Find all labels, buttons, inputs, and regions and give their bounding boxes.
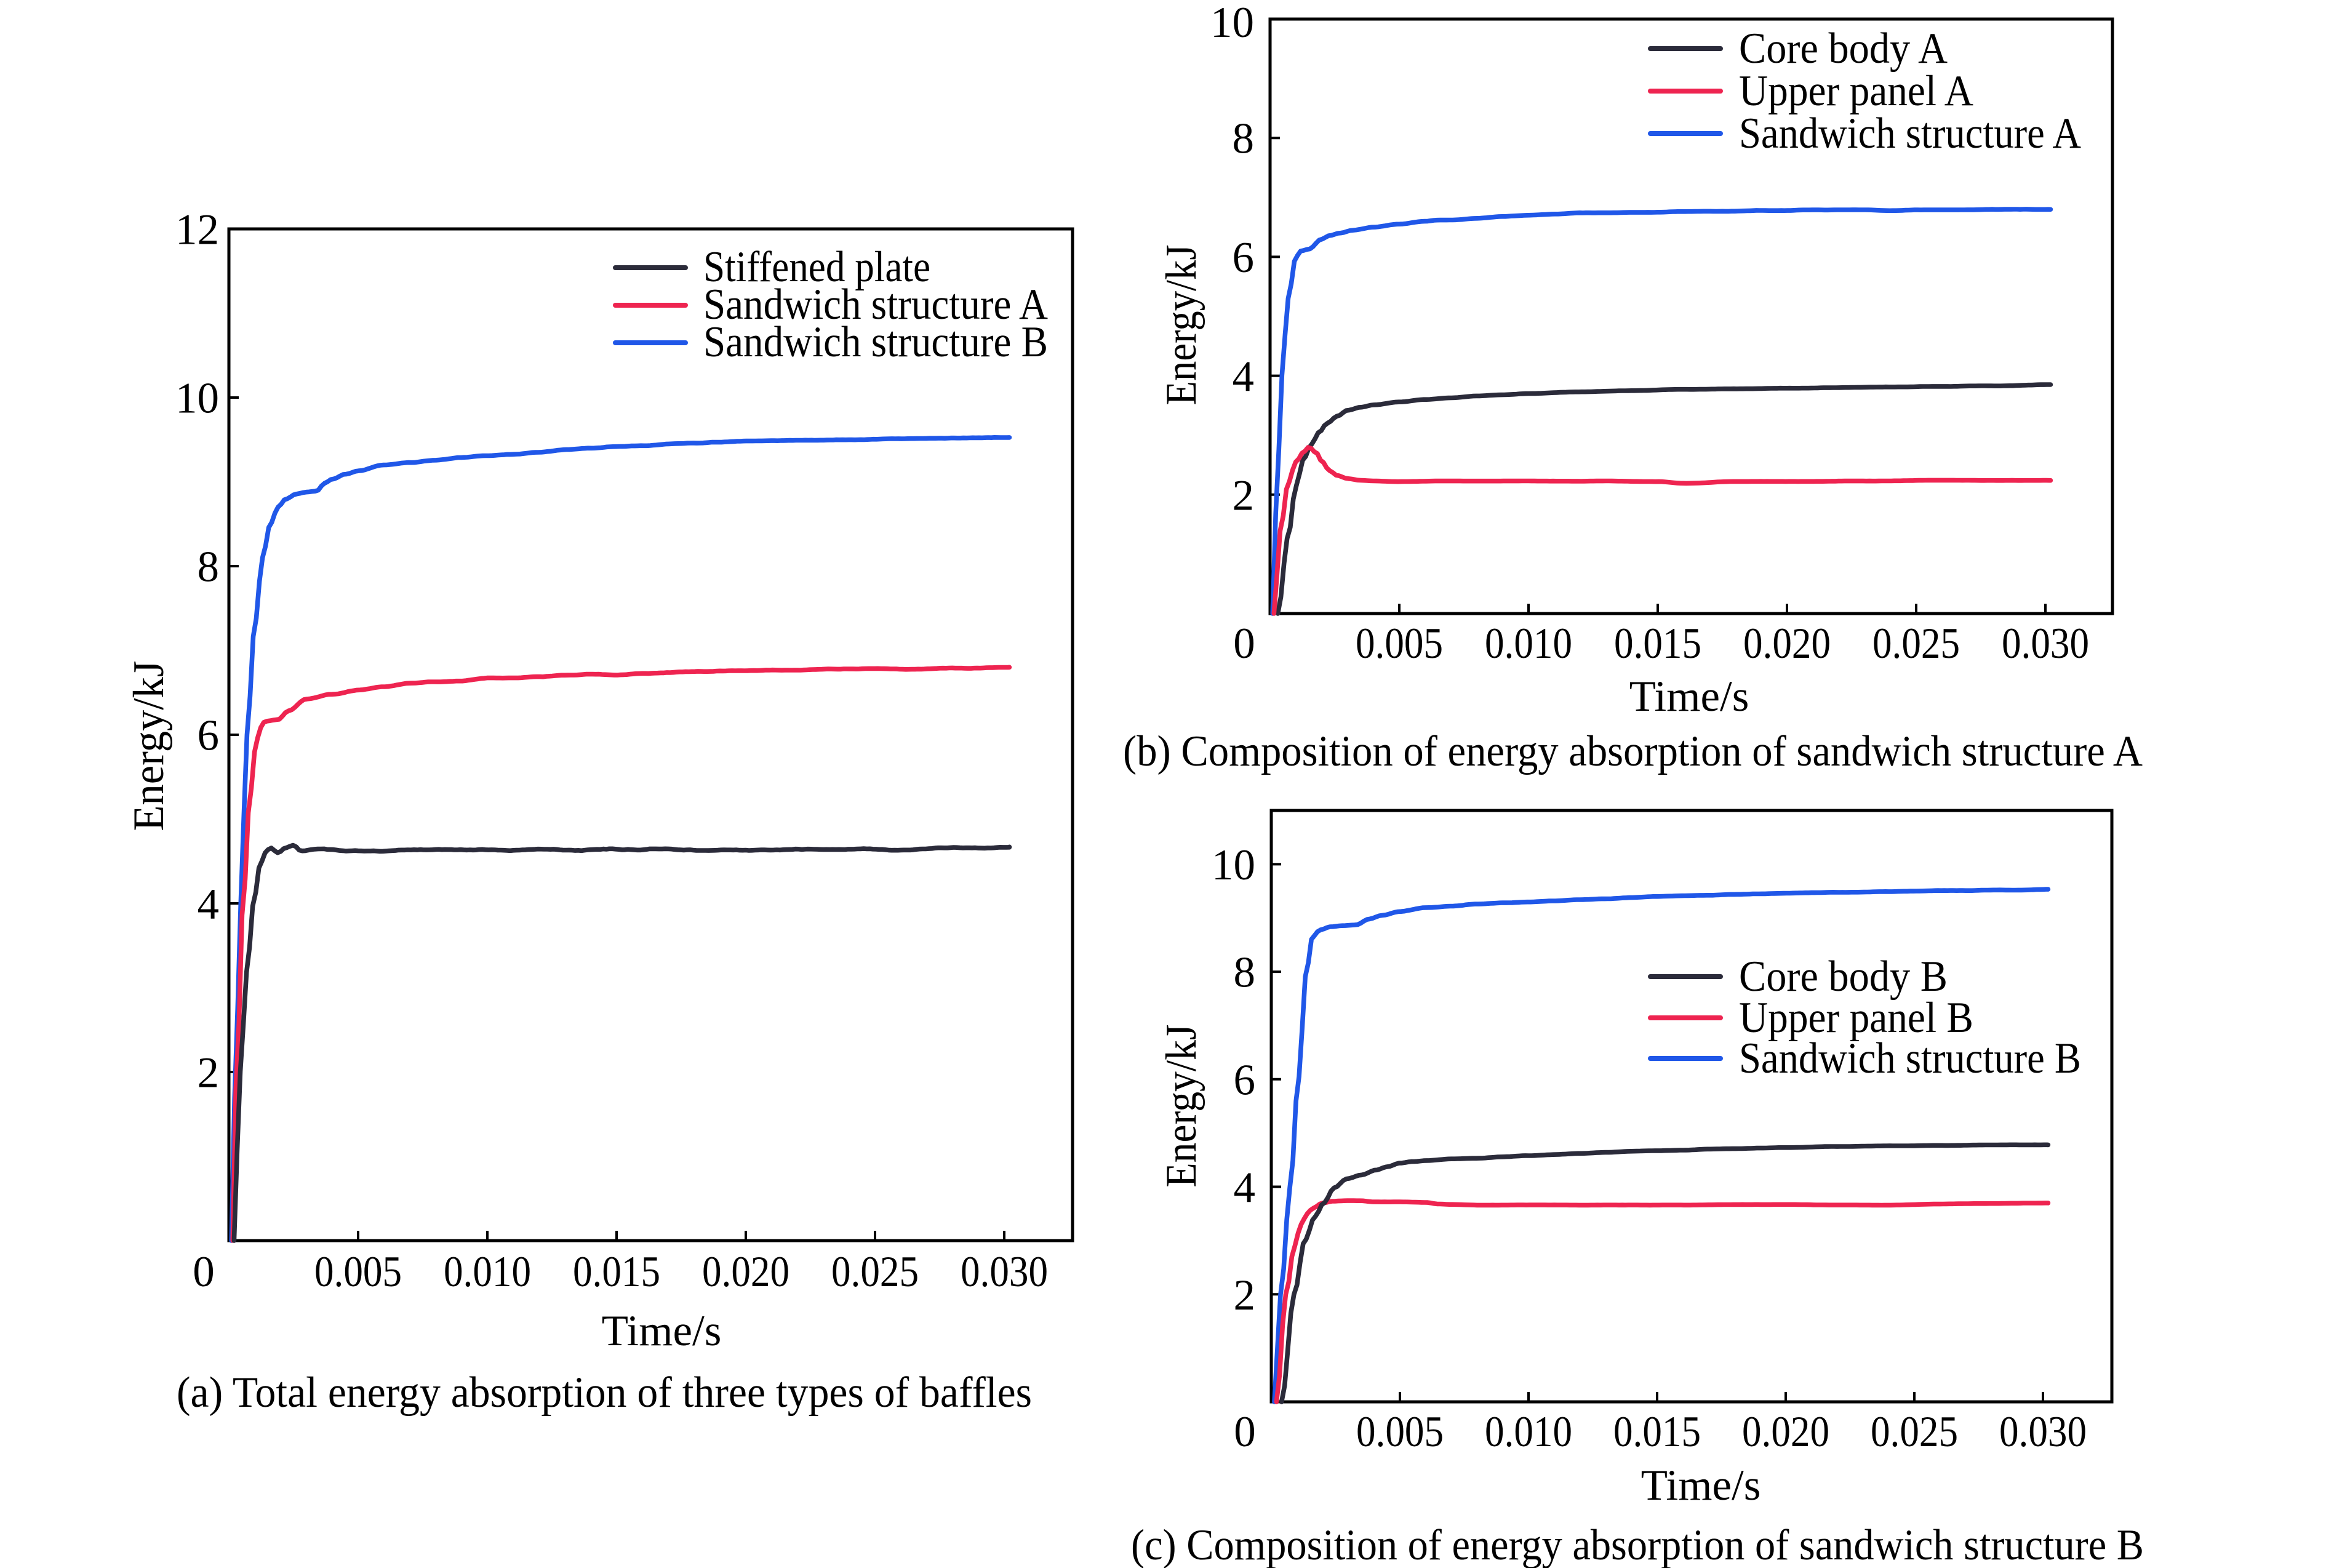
svg-text:Core body B: Core body B (1739, 953, 1948, 1001)
svg-text:0.015: 0.015 (573, 1248, 660, 1296)
svg-text:Time/s: Time/s (602, 1307, 722, 1355)
svg-text:Time/s: Time/s (1641, 1462, 1761, 1510)
svg-text:0: 0 (1233, 620, 1255, 668)
svg-text:0.005: 0.005 (1356, 620, 1443, 668)
svg-text:10: 10 (1212, 841, 1255, 889)
svg-text:6: 6 (1234, 1056, 1256, 1104)
svg-text:Sandwich structure A: Sandwich structure A (1739, 110, 2081, 158)
svg-text:0.020: 0.020 (702, 1248, 789, 1296)
svg-text:Energy/kJ: Energy/kJ (1157, 1025, 1205, 1188)
svg-text:0.020: 0.020 (1743, 620, 1831, 668)
svg-text:8: 8 (198, 543, 220, 591)
svg-text:6: 6 (198, 712, 220, 760)
svg-text:0.015: 0.015 (1614, 620, 1701, 668)
svg-text:(b) Composition of energy abso: (b) Composition of energy absorption of … (1123, 727, 2143, 775)
svg-text:0.010: 0.010 (444, 1248, 531, 1296)
svg-text:Upper panel B: Upper panel B (1739, 994, 1973, 1042)
svg-text:6: 6 (1233, 234, 1255, 282)
svg-text:0.030: 0.030 (1999, 1408, 2087, 1456)
svg-text:(a) Total energy absorption of: (a) Total energy absorption of three typ… (177, 1369, 1032, 1417)
svg-text:4: 4 (198, 881, 220, 929)
svg-text:0.025: 0.025 (831, 1248, 919, 1296)
svg-text:Time/s: Time/s (1629, 673, 1749, 721)
svg-text:12: 12 (175, 206, 219, 254)
svg-text:0: 0 (1234, 1408, 1256, 1456)
svg-text:Sandwich structure B: Sandwich structure B (703, 318, 1048, 366)
svg-text:8: 8 (1233, 115, 1255, 163)
svg-text:4: 4 (1234, 1164, 1256, 1212)
svg-text:Sandwich structure A: Sandwich structure A (703, 281, 1048, 329)
svg-text:Upper panel A: Upper panel A (1739, 67, 1973, 115)
svg-text:0.010: 0.010 (1485, 1408, 1572, 1456)
svg-text:8: 8 (1234, 949, 1256, 997)
svg-text:Energy/kJ: Energy/kJ (1157, 245, 1205, 406)
svg-text:0: 0 (193, 1248, 215, 1296)
svg-text:(c) Composition of energy abso: (c) Composition of energy absorption of … (1131, 1521, 2144, 1568)
svg-text:0.020: 0.020 (1742, 1408, 1829, 1456)
svg-text:Core body A: Core body A (1739, 25, 1948, 73)
svg-text:10: 10 (175, 375, 219, 423)
svg-text:2: 2 (1234, 1271, 1256, 1319)
svg-text:2: 2 (1233, 471, 1255, 519)
svg-text:0.030: 0.030 (961, 1248, 1048, 1296)
svg-text:Energy/kJ: Energy/kJ (125, 661, 173, 831)
svg-text:2: 2 (198, 1049, 220, 1097)
svg-text:0.005: 0.005 (1356, 1408, 1444, 1456)
svg-text:0.015: 0.015 (1613, 1408, 1701, 1456)
svg-text:Sandwich structure B: Sandwich structure B (1739, 1034, 2081, 1082)
svg-text:4: 4 (1233, 353, 1255, 401)
svg-text:0.010: 0.010 (1485, 620, 1572, 668)
svg-text:0.025: 0.025 (1872, 620, 1960, 668)
svg-text:0.025: 0.025 (1871, 1408, 1958, 1456)
svg-text:0.005: 0.005 (314, 1248, 402, 1296)
svg-text:Stiffened plate: Stiffened plate (703, 243, 930, 291)
svg-text:0.030: 0.030 (2002, 620, 2089, 668)
svg-text:10: 10 (1210, 0, 1254, 47)
